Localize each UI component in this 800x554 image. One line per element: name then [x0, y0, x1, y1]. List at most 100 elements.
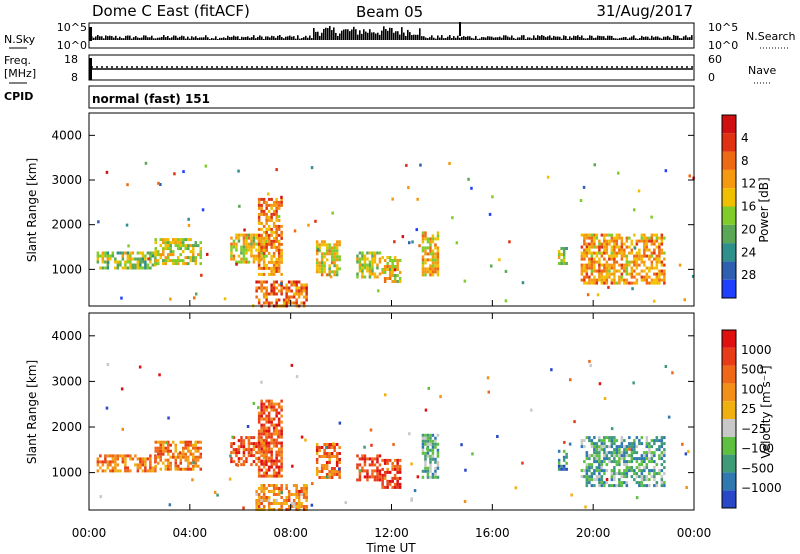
range-cell — [307, 223, 310, 227]
range-cell — [280, 435, 283, 439]
range-cell — [598, 436, 601, 440]
range-cell — [260, 438, 263, 442]
range-cell — [398, 464, 402, 468]
range-cell — [257, 429, 261, 433]
nsky-bar — [385, 28, 387, 40]
range-cell — [623, 269, 626, 273]
range-cell — [426, 442, 430, 446]
range-cell — [159, 446, 162, 450]
range-cell — [590, 266, 594, 270]
range-cell — [242, 445, 246, 449]
range-cell — [302, 496, 306, 499]
nsky-bar — [483, 37, 485, 40]
range-cell — [265, 441, 268, 445]
range-cell — [275, 212, 278, 216]
nsky-bar — [137, 37, 139, 40]
range-cell — [267, 197, 271, 201]
range-cell — [333, 255, 336, 259]
range-cell — [615, 445, 619, 449]
nsky-bar — [467, 36, 469, 40]
range-cell — [270, 266, 273, 270]
nsky-bar — [439, 37, 441, 40]
nsky-bar — [327, 28, 329, 40]
range-cell — [588, 257, 591, 261]
range-cell — [169, 464, 172, 468]
range-cell — [197, 446, 200, 450]
range-cell — [265, 248, 268, 252]
range-cell — [396, 259, 399, 262]
range-cell — [157, 440, 160, 444]
colorbar-swatch — [722, 169, 736, 189]
nsky-bar — [571, 37, 573, 40]
range-cell — [583, 254, 586, 258]
range-cell — [262, 266, 266, 270]
range-cell — [421, 261, 425, 265]
range-cell — [643, 278, 646, 282]
range-cell — [260, 408, 263, 412]
range-cell — [600, 254, 604, 258]
range-cell — [237, 448, 241, 452]
range-cell — [421, 234, 425, 238]
range-cell — [426, 252, 430, 256]
range-cell — [323, 467, 326, 470]
range-cell — [99, 460, 102, 464]
range-cell — [162, 461, 165, 465]
range-cell — [320, 273, 324, 277]
nsky-bar — [377, 32, 379, 40]
range-cell — [381, 479, 384, 483]
range-cell — [260, 227, 263, 231]
range-cell — [391, 464, 394, 468]
range-cell — [608, 451, 611, 455]
range-cell — [255, 499, 258, 502]
range-cell — [640, 463, 644, 467]
range-cell — [197, 458, 200, 462]
range-cell — [598, 263, 601, 267]
range-cell — [610, 236, 614, 240]
range-cell — [684, 452, 688, 456]
nsky-bar — [589, 35, 591, 40]
nsky-bar — [239, 38, 241, 40]
nsky-bar — [597, 35, 599, 40]
range-cell — [426, 433, 430, 437]
range-cell — [376, 475, 379, 479]
range-cell — [260, 462, 263, 466]
range-cell — [154, 440, 157, 444]
nsky-bar — [495, 37, 497, 40]
range-cell — [262, 197, 266, 201]
range-cell — [272, 429, 276, 433]
range-cell — [267, 417, 271, 421]
range-cell — [618, 236, 621, 240]
range-cell — [650, 239, 654, 243]
nsky-bar — [289, 35, 291, 40]
range-cell — [383, 280, 387, 283]
range-cell — [664, 365, 668, 368]
nsky-bar — [689, 37, 691, 40]
range-cell — [426, 439, 430, 443]
range-cell — [257, 245, 261, 249]
range-cell — [436, 252, 440, 256]
range-cell — [187, 238, 190, 242]
nsky-bar — [683, 36, 685, 40]
range-cell — [648, 236, 651, 240]
range-cell — [124, 251, 127, 255]
range-cell — [358, 463, 362, 467]
range-cell — [580, 469, 584, 473]
range-cell — [116, 260, 120, 264]
nsky-bar — [159, 37, 161, 40]
range-cell — [598, 248, 601, 252]
range-cell — [434, 261, 437, 265]
range-cell — [361, 257, 364, 261]
range-cell — [162, 247, 165, 251]
range-cell — [199, 455, 202, 459]
range-cell — [628, 236, 631, 240]
range-cell — [620, 436, 624, 440]
range-cell — [356, 478, 359, 482]
range-cell — [660, 278, 664, 282]
range-cell — [598, 466, 601, 470]
colorbar-frame — [721, 329, 737, 509]
nsky-bar — [451, 37, 453, 40]
range-cell — [305, 505, 308, 508]
nsky-bar — [95, 36, 97, 40]
range-cell — [585, 472, 589, 476]
range-cell — [643, 236, 646, 240]
